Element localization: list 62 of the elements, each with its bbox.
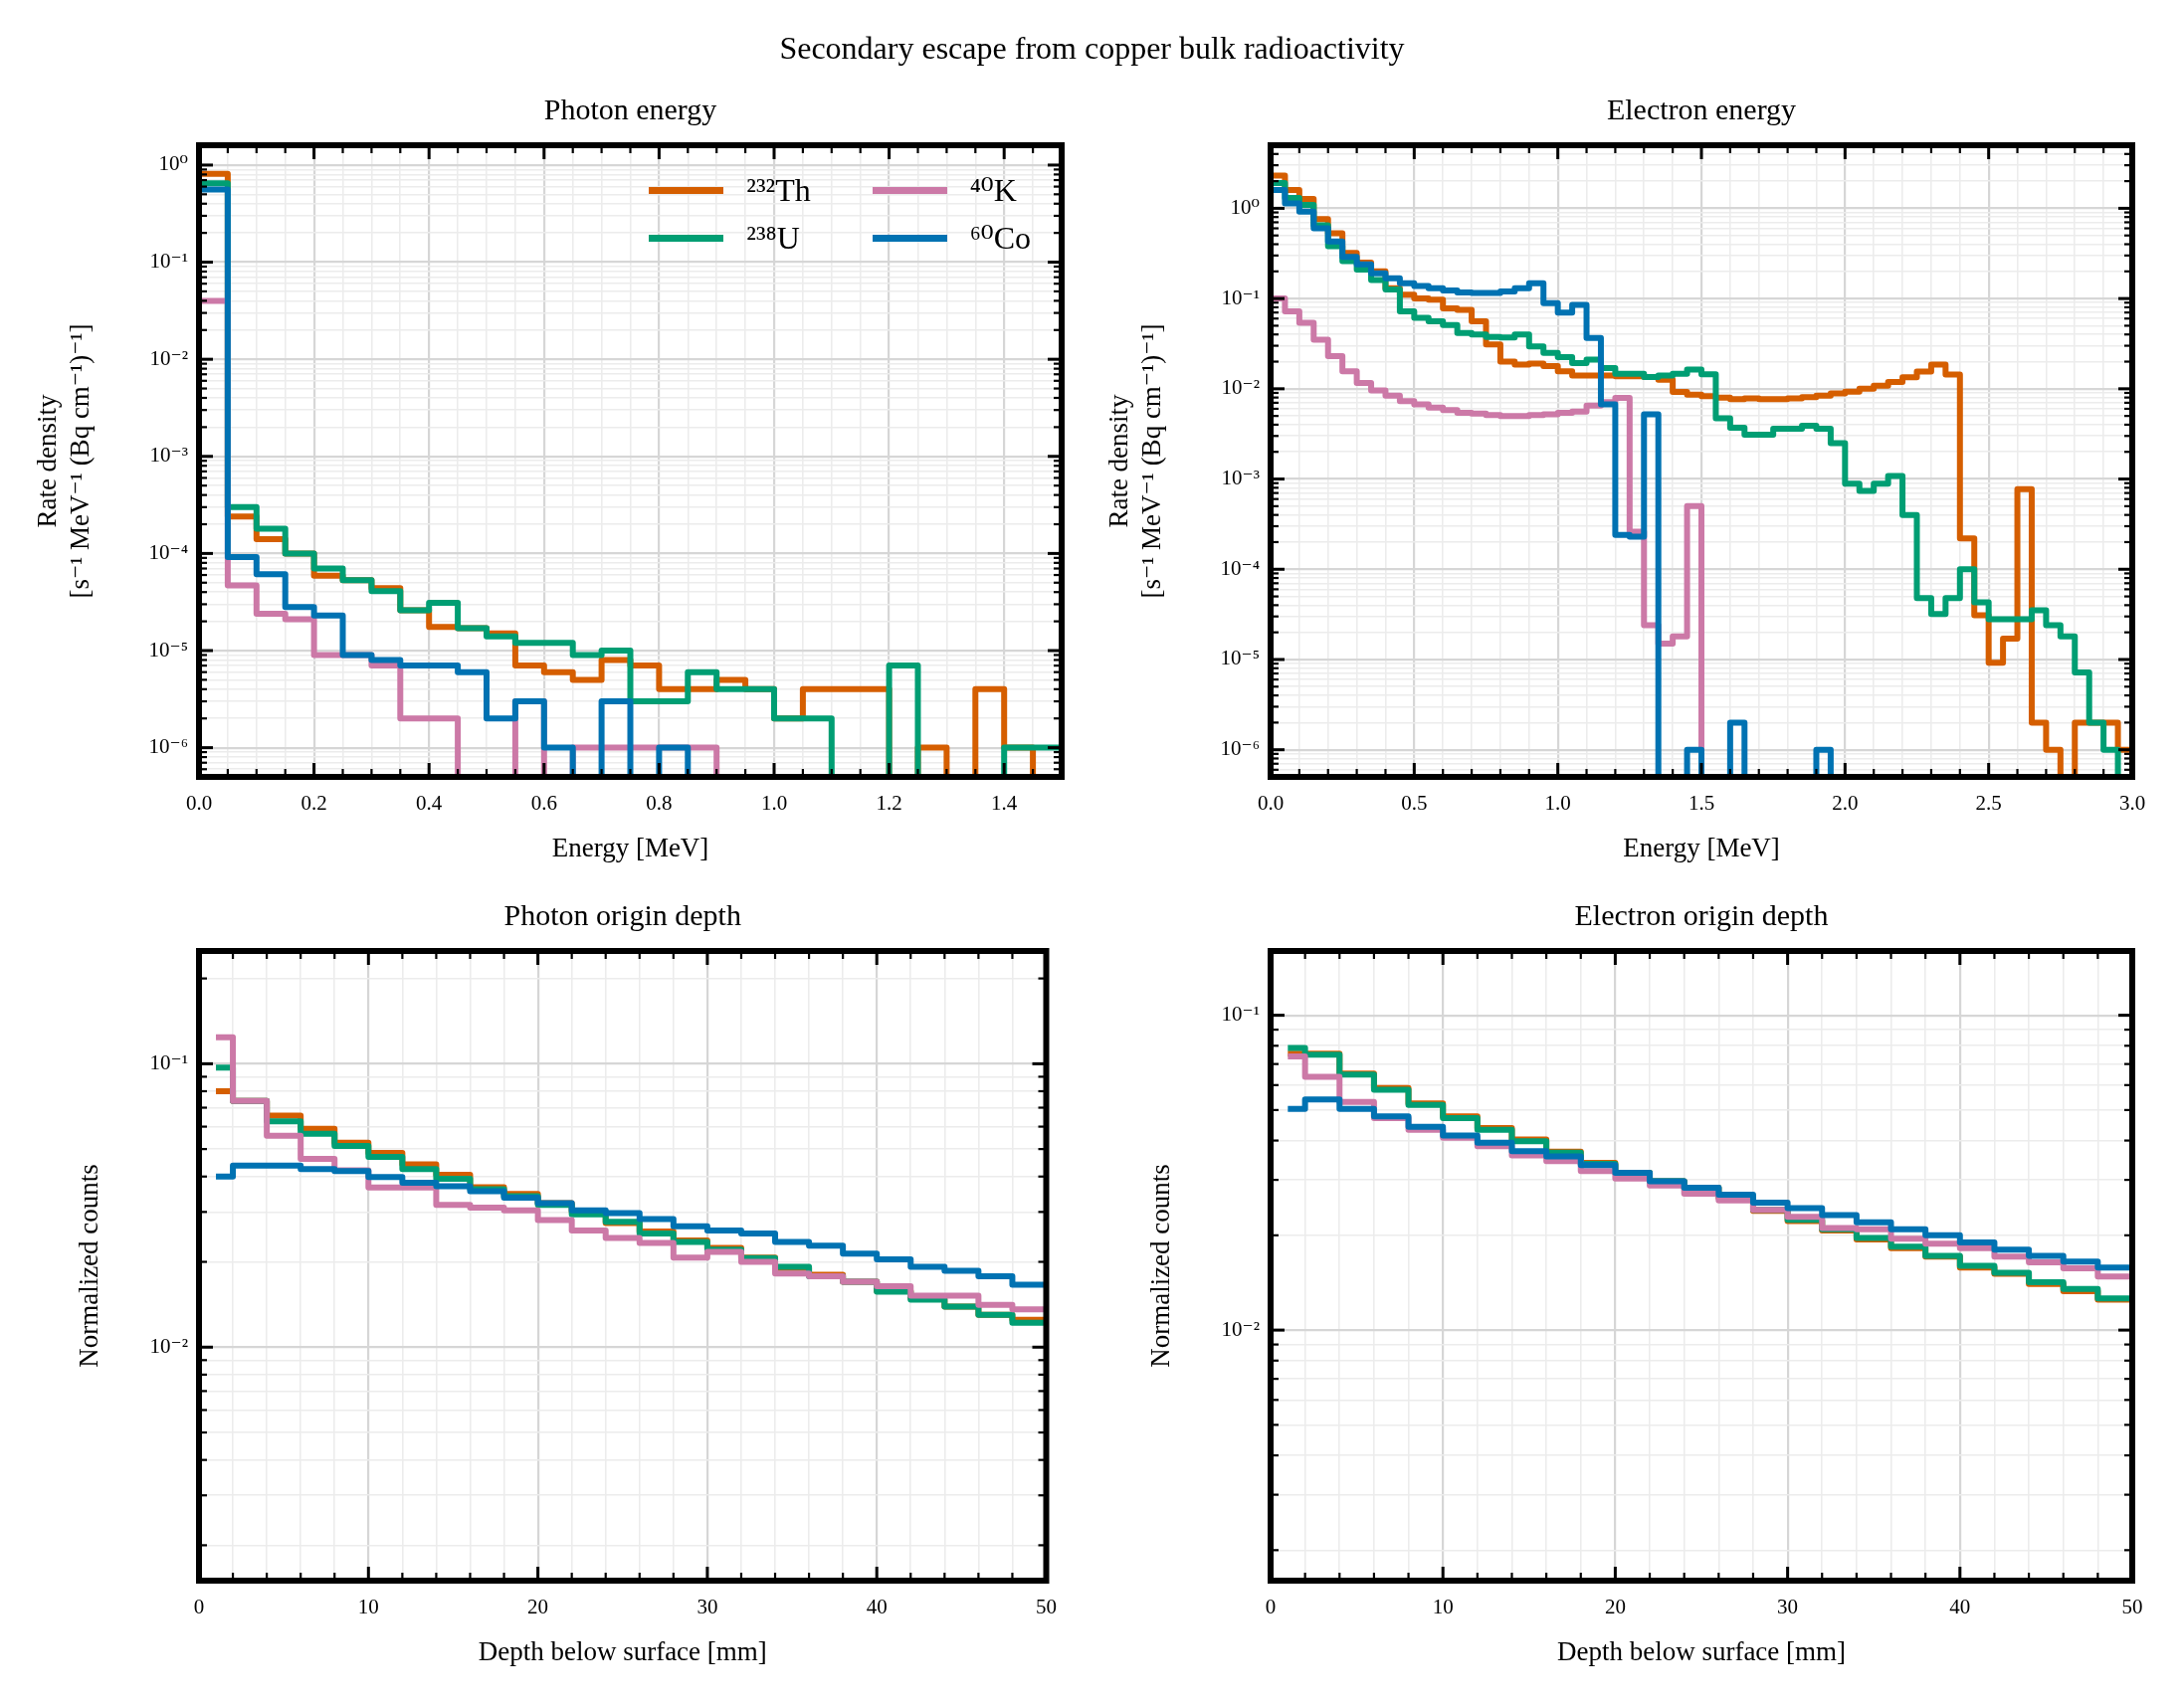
y-tick-label: 10⁻³ bbox=[1221, 466, 1260, 490]
x-tick-label: 1.0 bbox=[760, 791, 788, 816]
text: Secondary escape from copper bulk radioactivity bbox=[779, 29, 1405, 68]
x-tick-label: 1.5 bbox=[1688, 791, 1715, 816]
y-tick-label: 10⁻⁴ bbox=[148, 539, 188, 564]
x-tick-label: 0.2 bbox=[300, 791, 327, 816]
x-tick-label: 1.4 bbox=[991, 791, 1018, 816]
x-tick-label: 30 bbox=[696, 1595, 718, 1619]
x-tick-label: 20 bbox=[527, 1595, 549, 1619]
x-tick-label: 0.0 bbox=[1257, 791, 1285, 816]
y-tick-label: 10⁻¹ bbox=[1221, 1002, 1260, 1027]
legend-label: ²³²Th bbox=[746, 171, 811, 210]
x-axis-title: Depth below surface [mm] bbox=[478, 1636, 767, 1667]
x-tick-label: 0.0 bbox=[185, 791, 213, 816]
x-tick-label: 2.5 bbox=[1975, 791, 2002, 816]
y-tick-label: 10⁻¹ bbox=[1221, 284, 1260, 309]
y-tick-label: 10⁻² bbox=[149, 345, 188, 370]
y-tick-label: 10⁰ bbox=[1230, 194, 1260, 219]
x-tick-label: 0.4 bbox=[416, 791, 443, 816]
y-tick-label: 10⁻¹ bbox=[149, 1049, 188, 1074]
legend-label: ⁴⁰K bbox=[969, 171, 1017, 210]
x-tick-label: 1.2 bbox=[876, 791, 902, 816]
x-axis-title: Energy [MeV] bbox=[551, 833, 709, 863]
x-tick-label: 40 bbox=[866, 1595, 888, 1619]
y-tick-label: 10⁻¹ bbox=[149, 249, 188, 274]
x-tick-label: 0 bbox=[1265, 1595, 1277, 1619]
y-tick-label: 10⁻⁵ bbox=[1220, 646, 1260, 670]
chart-title: Electron energy bbox=[1606, 92, 1797, 125]
x-tick-label: 0.5 bbox=[1401, 791, 1428, 816]
y-tick-label: 10⁻³ bbox=[149, 443, 188, 468]
x-tick-label: 20 bbox=[1604, 1595, 1626, 1619]
x-tick-label: 0.6 bbox=[530, 791, 557, 816]
chart-title: Photon origin depth bbox=[503, 897, 741, 931]
x-axis-title: Depth below surface [mm] bbox=[1556, 1636, 1847, 1667]
x-tick-label: 10 bbox=[1432, 1595, 1454, 1619]
x-tick-label: 10 bbox=[357, 1595, 379, 1619]
y-tick-label: 10⁰ bbox=[158, 151, 188, 176]
x-tick-label: 40 bbox=[1949, 1595, 1971, 1619]
y-tick-label: 10⁻² bbox=[1221, 375, 1260, 400]
y-tick-label: 10⁻² bbox=[149, 1333, 188, 1358]
legend-label: ⁶⁰Co bbox=[969, 219, 1031, 258]
legend-label: ²³⁸U bbox=[746, 219, 800, 258]
y-tick-label: 10⁻⁶ bbox=[1220, 736, 1260, 761]
x-tick-label: 50 bbox=[1036, 1595, 1057, 1619]
y-tick-label: 10⁻² bbox=[1221, 1316, 1260, 1341]
chart-title: Photon energy bbox=[543, 92, 717, 125]
x-axis-title: Energy [MeV] bbox=[1623, 833, 1780, 863]
x-tick-label: 30 bbox=[1777, 1595, 1799, 1619]
y-tick-label: 10⁻⁶ bbox=[148, 734, 188, 759]
x-tick-label: 0 bbox=[193, 1595, 205, 1619]
chart-title: Electron origin depth bbox=[1574, 897, 1829, 931]
y-axis-title: Rate density [s⁻¹ MeV⁻¹ (Bq cm⁻¹)⁻¹] bbox=[1103, 323, 1166, 599]
y-axis-title: Rate density [s⁻¹ MeV⁻¹ (Bq cm⁻¹)⁻¹] bbox=[32, 323, 95, 599]
x-tick-label: 2.0 bbox=[1832, 791, 1859, 816]
x-tick-label: 3.0 bbox=[2118, 791, 2146, 816]
y-axis-title: Normalized counts bbox=[74, 1164, 104, 1368]
x-tick-label: 50 bbox=[2121, 1595, 2143, 1619]
x-tick-label: 1.0 bbox=[1544, 791, 1571, 816]
y-tick-label: 10⁻⁵ bbox=[148, 637, 188, 662]
y-axis-title: Normalized counts bbox=[1145, 1164, 1176, 1368]
y-tick-label: 10⁻⁴ bbox=[1220, 555, 1260, 580]
x-tick-label: 0.8 bbox=[646, 791, 673, 816]
